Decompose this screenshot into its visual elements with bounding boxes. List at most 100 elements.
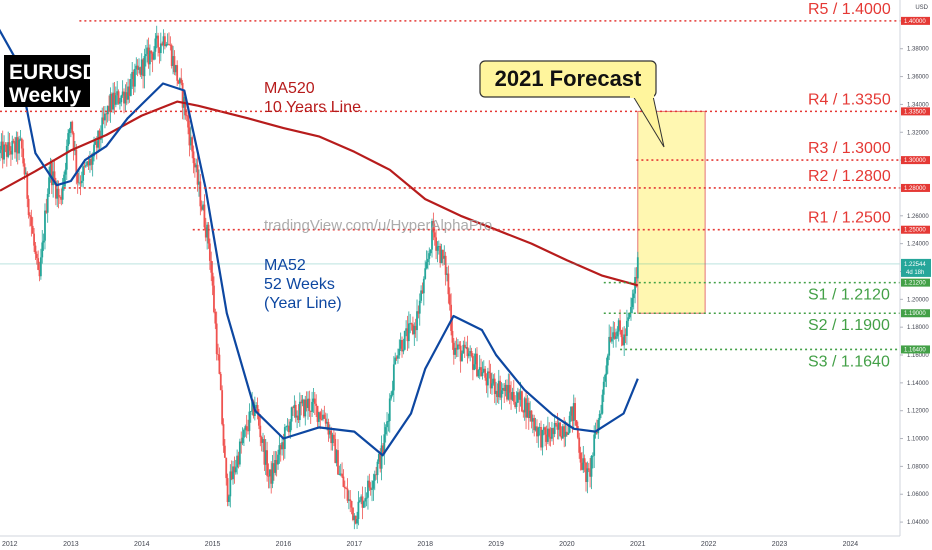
candle-84	[113, 81, 116, 115]
ma-line-ma52	[0, 28, 639, 457]
candle-body	[289, 421, 292, 433]
candle-161	[218, 347, 221, 375]
candle-body	[174, 65, 177, 73]
candle-body	[53, 171, 56, 182]
candle-body	[76, 172, 79, 183]
candle-body	[286, 425, 289, 427]
candle-body	[185, 115, 188, 117]
level-tag-text: 1.25000	[904, 228, 926, 234]
candle-body	[215, 323, 218, 355]
candle-body	[120, 95, 123, 103]
candle-353	[480, 358, 482, 378]
candle-body	[571, 406, 574, 421]
candle-25	[33, 227, 35, 253]
candle-367	[499, 375, 502, 401]
candle-158	[214, 308, 217, 330]
candle-129	[174, 64, 177, 76]
candle-body	[177, 80, 180, 84]
candle-body	[277, 454, 279, 465]
level-tag-box	[901, 278, 930, 287]
candle-452	[615, 328, 617, 348]
candle-body	[106, 105, 109, 115]
candle-338	[459, 341, 462, 373]
candle-body	[507, 385, 510, 400]
candle-body	[375, 474, 378, 476]
candle-body	[469, 351, 472, 354]
candle-body	[305, 399, 308, 408]
candle-49	[65, 139, 68, 181]
candle-body	[0, 149, 1, 154]
candle-body	[150, 50, 153, 54]
candle-body	[500, 390, 503, 398]
candle-77	[104, 106, 106, 129]
level-label-s1: S1 / 1.2120	[808, 287, 890, 304]
candle-body	[518, 392, 521, 400]
candle-body	[506, 384, 508, 400]
candle-36	[48, 166, 50, 197]
candle-251	[341, 462, 343, 478]
candle-body	[516, 392, 519, 403]
candle-184	[249, 410, 252, 423]
candle-305	[414, 318, 417, 338]
candle-171	[232, 460, 234, 485]
candle-57	[76, 171, 79, 194]
candle-234	[317, 411, 320, 429]
candle-body	[266, 450, 269, 476]
candle-304	[413, 322, 416, 346]
candle-body	[496, 390, 499, 398]
candle-body	[317, 412, 320, 422]
candle-body	[260, 437, 263, 443]
candle-body	[473, 364, 476, 370]
candle-body	[255, 404, 258, 408]
candle-385	[523, 396, 526, 421]
candle-404	[549, 427, 552, 447]
candle-body	[531, 418, 534, 422]
candle-410	[557, 417, 560, 440]
candle-52	[69, 121, 72, 138]
candle-body	[601, 394, 604, 414]
candle-201	[273, 451, 275, 481]
candle-body	[300, 401, 303, 404]
candle-166	[225, 457, 228, 486]
candle-body	[94, 141, 97, 145]
candle-195	[264, 439, 267, 475]
candle-298	[405, 320, 408, 337]
candle-395	[537, 426, 540, 448]
x-tick-label: 2023	[772, 541, 788, 548]
candle-425	[578, 432, 581, 459]
candle-145	[196, 154, 199, 192]
candle-body	[493, 378, 496, 395]
level-tag-box	[901, 345, 930, 354]
candle-120	[162, 29, 165, 54]
candle-423	[575, 419, 578, 429]
candle-body	[57, 188, 60, 197]
candle-body	[332, 434, 335, 439]
x-tick-label: 2020	[559, 541, 575, 548]
forecast-zone-box	[637, 110, 706, 314]
candle-body	[234, 467, 237, 473]
level-tag-box	[901, 309, 930, 318]
candle-411	[559, 422, 562, 437]
candle-body	[431, 221, 433, 250]
candle-body	[485, 377, 488, 386]
candle-body	[158, 47, 161, 54]
candle-309	[420, 285, 423, 304]
candle-86	[116, 80, 119, 105]
y-tick-label: 1.24000	[907, 242, 929, 248]
level-tag-text: 1.19000	[904, 311, 926, 317]
candle-body	[503, 387, 506, 391]
candle-430	[585, 462, 587, 492]
y-tick-label: 1.06000	[907, 492, 929, 498]
candle-body	[268, 469, 271, 477]
candle-181	[245, 415, 248, 439]
candle-body	[146, 47, 149, 55]
candle-body	[357, 501, 360, 520]
candle-444	[604, 373, 606, 387]
candle-body	[631, 298, 634, 307]
candle-232	[315, 394, 318, 418]
candle-349	[474, 348, 477, 370]
candle-418	[568, 411, 571, 434]
candle-body	[41, 242, 44, 258]
candle-134	[181, 80, 184, 120]
candle-body	[24, 172, 27, 175]
